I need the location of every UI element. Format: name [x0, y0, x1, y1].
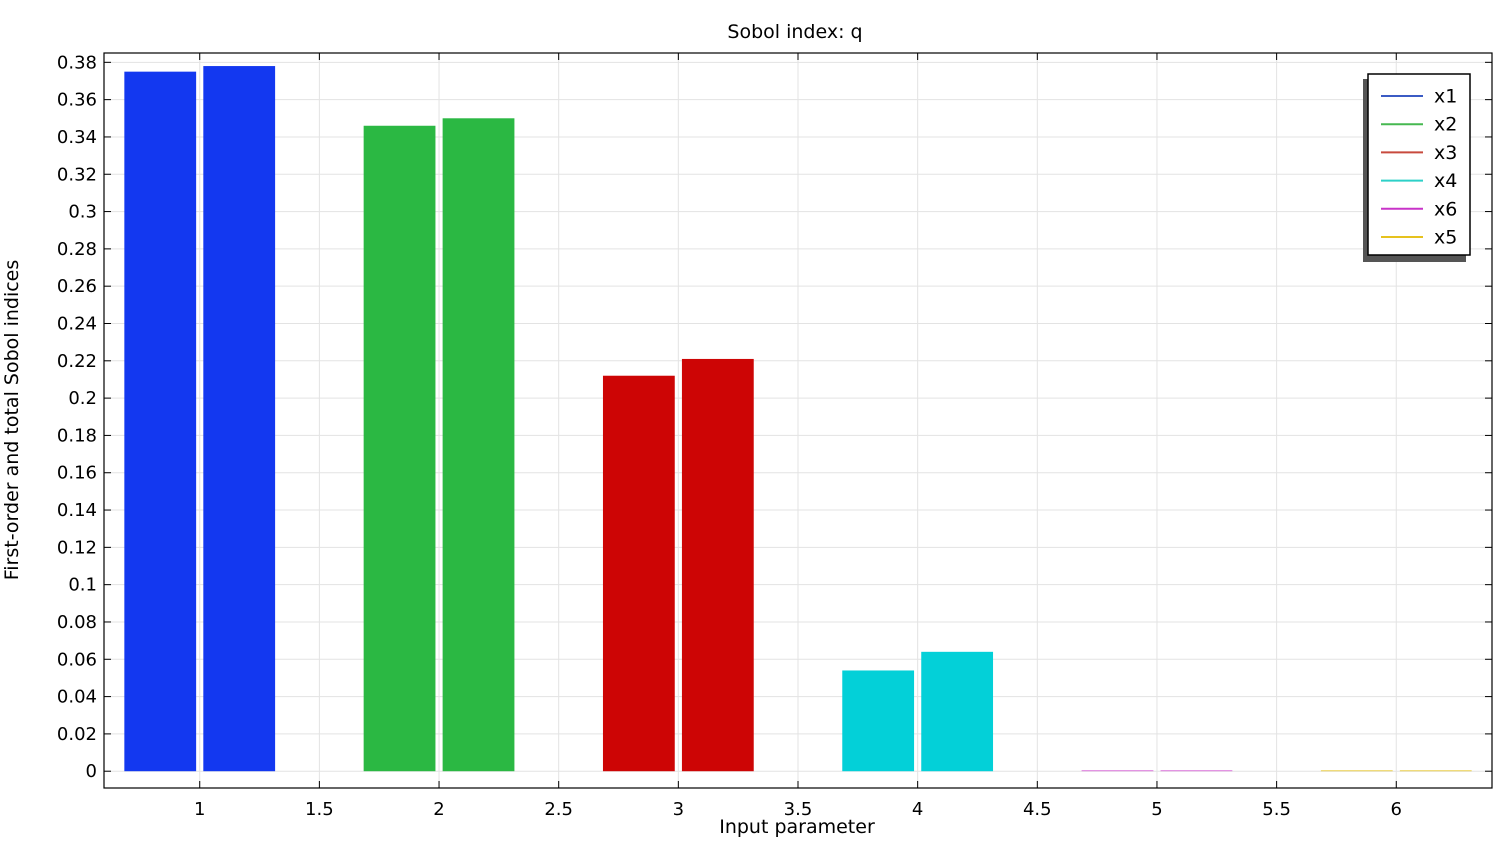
y-tick-label: 0.08	[57, 612, 97, 633]
y-axis-label: First-order and total Sobol indices	[1, 260, 23, 581]
y-tick-label: 0.38	[57, 52, 97, 73]
legend-items: x1 x2 x3 x4 x6 x5	[1381, 86, 1457, 249]
bar-first-order-x5	[1320, 770, 1393, 772]
y-tick-label: 0.28	[57, 239, 97, 260]
bar-first-order-x3	[602, 375, 675, 772]
y-tick-label: 0.18	[57, 425, 97, 446]
y-tick-label: 0.12	[57, 537, 97, 558]
bar-total-x3	[681, 358, 754, 772]
bar-first-order-x6	[1081, 770, 1154, 772]
y-tick-label: 0	[86, 761, 97, 782]
legend-label-x1: x1	[1434, 86, 1457, 108]
legend-label-x6: x6	[1434, 198, 1457, 220]
y-tick-label: 0.26	[57, 276, 97, 297]
legend-label-x2: x2	[1434, 114, 1457, 136]
y-tick-label: 0.16	[57, 463, 97, 484]
y-tick-label: 0.34	[57, 127, 97, 148]
bar-total-x2	[442, 118, 515, 772]
legend-label-x3: x3	[1434, 142, 1457, 164]
y-tick-label: 0.3	[68, 202, 97, 223]
bar-first-order-x4	[842, 670, 915, 772]
y-tick-label: 0.2	[68, 388, 97, 409]
bar-first-order-x1	[124, 71, 197, 772]
x-tick-label: 3	[673, 799, 684, 820]
grid	[104, 53, 1492, 788]
axis-ticks: 1 1.5 2 2.5 3 3.5 4 4.5 5 5.5 6 0 0.02 0.04 0.06 0.08 0.…	[57, 52, 1492, 820]
x-tick-label: 5.5	[1262, 799, 1291, 820]
x-tick-label: 2.5	[544, 799, 573, 820]
x-tick-label: 2	[433, 799, 444, 820]
y-tick-label: 0.1	[68, 575, 97, 596]
y-tick-label: 0.02	[57, 724, 97, 745]
legend-label-x4: x4	[1434, 170, 1457, 192]
bar-total-x4	[921, 651, 994, 772]
y-tick-label: 0.06	[57, 649, 97, 670]
bar-total-x6	[1160, 770, 1233, 772]
legend-box	[1367, 73, 1471, 256]
chart-title: Sobol index: q	[727, 21, 862, 43]
x-tick-label: 4	[912, 799, 923, 820]
bar-total-x1	[203, 66, 276, 772]
bar-total-x5	[1399, 770, 1472, 772]
x-axis-label: Input parameter	[719, 816, 875, 838]
x-tick-label: 1.5	[305, 799, 334, 820]
y-tick-label: 0.32	[57, 164, 97, 185]
x-tick-label: 1	[194, 799, 205, 820]
x-tick-label: 5	[1151, 799, 1162, 820]
legend-label-x5: x5	[1434, 227, 1457, 249]
y-tick-label: 0.14	[57, 500, 97, 521]
x-tick-label: 6	[1391, 799, 1402, 820]
legend: x1 x2 x3 x4 x6 x5	[1363, 73, 1471, 262]
x-tick-label: 4.5	[1023, 799, 1052, 820]
y-tick-label: 0.22	[57, 351, 97, 372]
bars	[124, 66, 1472, 772]
bar-first-order-x2	[363, 125, 436, 772]
y-tick-label: 0.24	[57, 313, 97, 334]
y-tick-label: 0.04	[57, 687, 97, 708]
y-tick-label: 0.36	[57, 90, 97, 111]
x-tick-label: 3.5	[784, 799, 813, 820]
